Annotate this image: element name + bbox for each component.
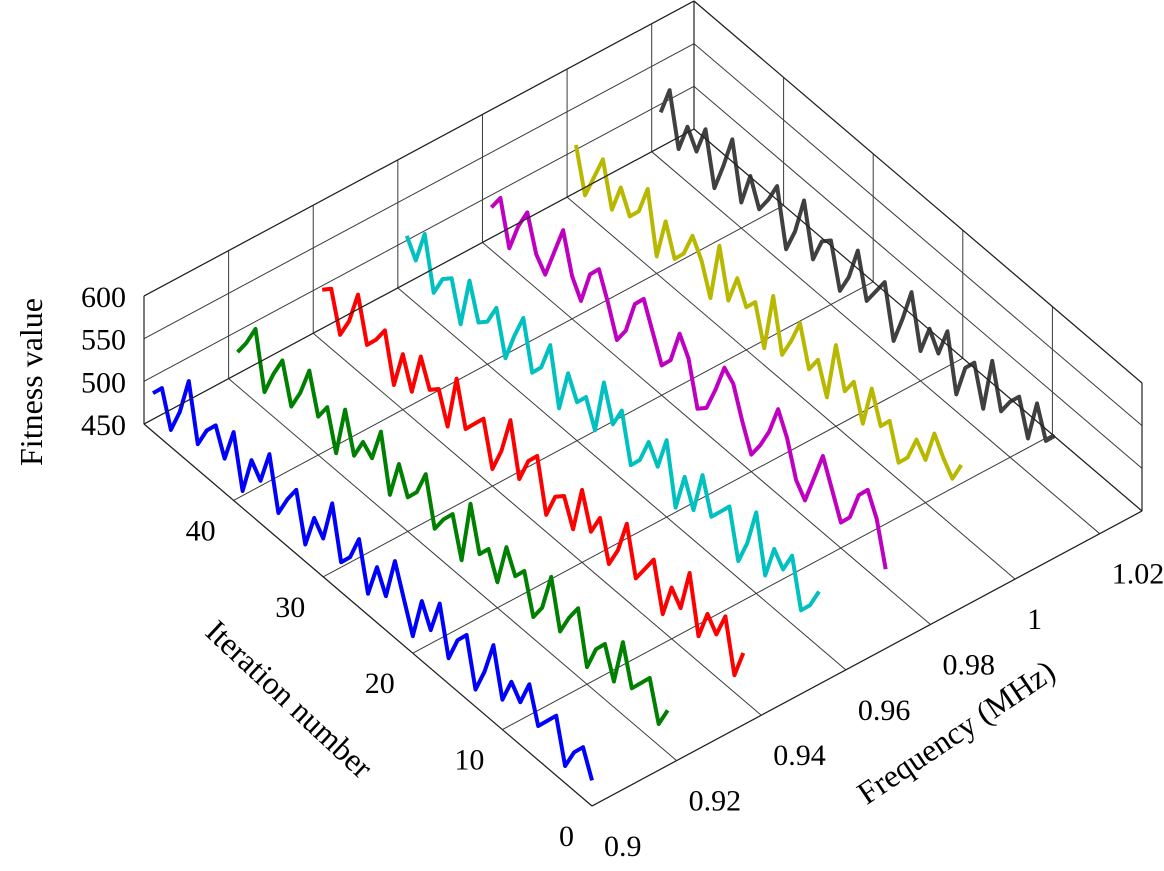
back-wall-grid-line-z xyxy=(693,85,1143,469)
series-line xyxy=(658,88,1056,443)
series-line xyxy=(322,286,746,678)
floor-grid-line-y xyxy=(312,332,762,716)
z-tick-label: 500 xyxy=(81,366,126,399)
axis-box-edge xyxy=(693,0,1143,384)
series-line xyxy=(404,232,821,613)
axis-box-edge xyxy=(143,0,695,297)
axis-box-edge xyxy=(143,128,695,425)
floor-grid-line-y xyxy=(482,242,931,625)
y-tick-label: 0.92 xyxy=(689,785,742,818)
side-wall-grid-line-z xyxy=(143,85,695,382)
series-line xyxy=(489,196,888,570)
axis-layer xyxy=(143,0,1143,807)
series-line xyxy=(152,379,594,781)
x-tick-label: 0 xyxy=(559,820,574,853)
y-tick-label: 0.96 xyxy=(858,694,911,727)
z-tick-label: 550 xyxy=(81,324,126,357)
z-axis-label: Fitness value xyxy=(13,298,49,466)
x-tick-label: 20 xyxy=(365,667,395,700)
floor-grid-line-y xyxy=(651,151,1101,535)
x-tick-label: 40 xyxy=(186,514,216,547)
y-tick-label: 0.94 xyxy=(773,739,826,772)
series-line xyxy=(574,144,963,481)
floor-grid-line-x xyxy=(412,357,964,654)
axis-box-edge xyxy=(693,128,1143,512)
y-tick-label: 0.98 xyxy=(942,648,995,681)
y-tick-label: 1.02 xyxy=(1112,558,1164,591)
floor-grid-line-y xyxy=(228,378,677,761)
series-line xyxy=(236,327,670,726)
y-tick-label: 0.9 xyxy=(604,830,642,863)
axis-box-edge xyxy=(143,423,593,807)
floor-grid-line-x xyxy=(502,434,1053,731)
floor-grid-line-y xyxy=(566,196,1016,580)
side-wall-grid-line-z xyxy=(143,43,695,340)
series-layer xyxy=(152,88,1056,781)
z-tick-label: 600 xyxy=(81,281,126,314)
z-tick-label: 450 xyxy=(81,409,126,442)
x-axis-label: Iteration number xyxy=(199,613,380,786)
floor-grid-line-y xyxy=(397,287,847,671)
back-wall-grid-line-z xyxy=(693,43,1143,427)
x-tick-label: 30 xyxy=(275,591,305,624)
x-tick-label: 10 xyxy=(454,744,484,777)
floor-grid-line-x xyxy=(322,281,874,578)
y-tick-label: 1 xyxy=(1027,603,1042,636)
axis-box-edge xyxy=(591,510,1143,807)
